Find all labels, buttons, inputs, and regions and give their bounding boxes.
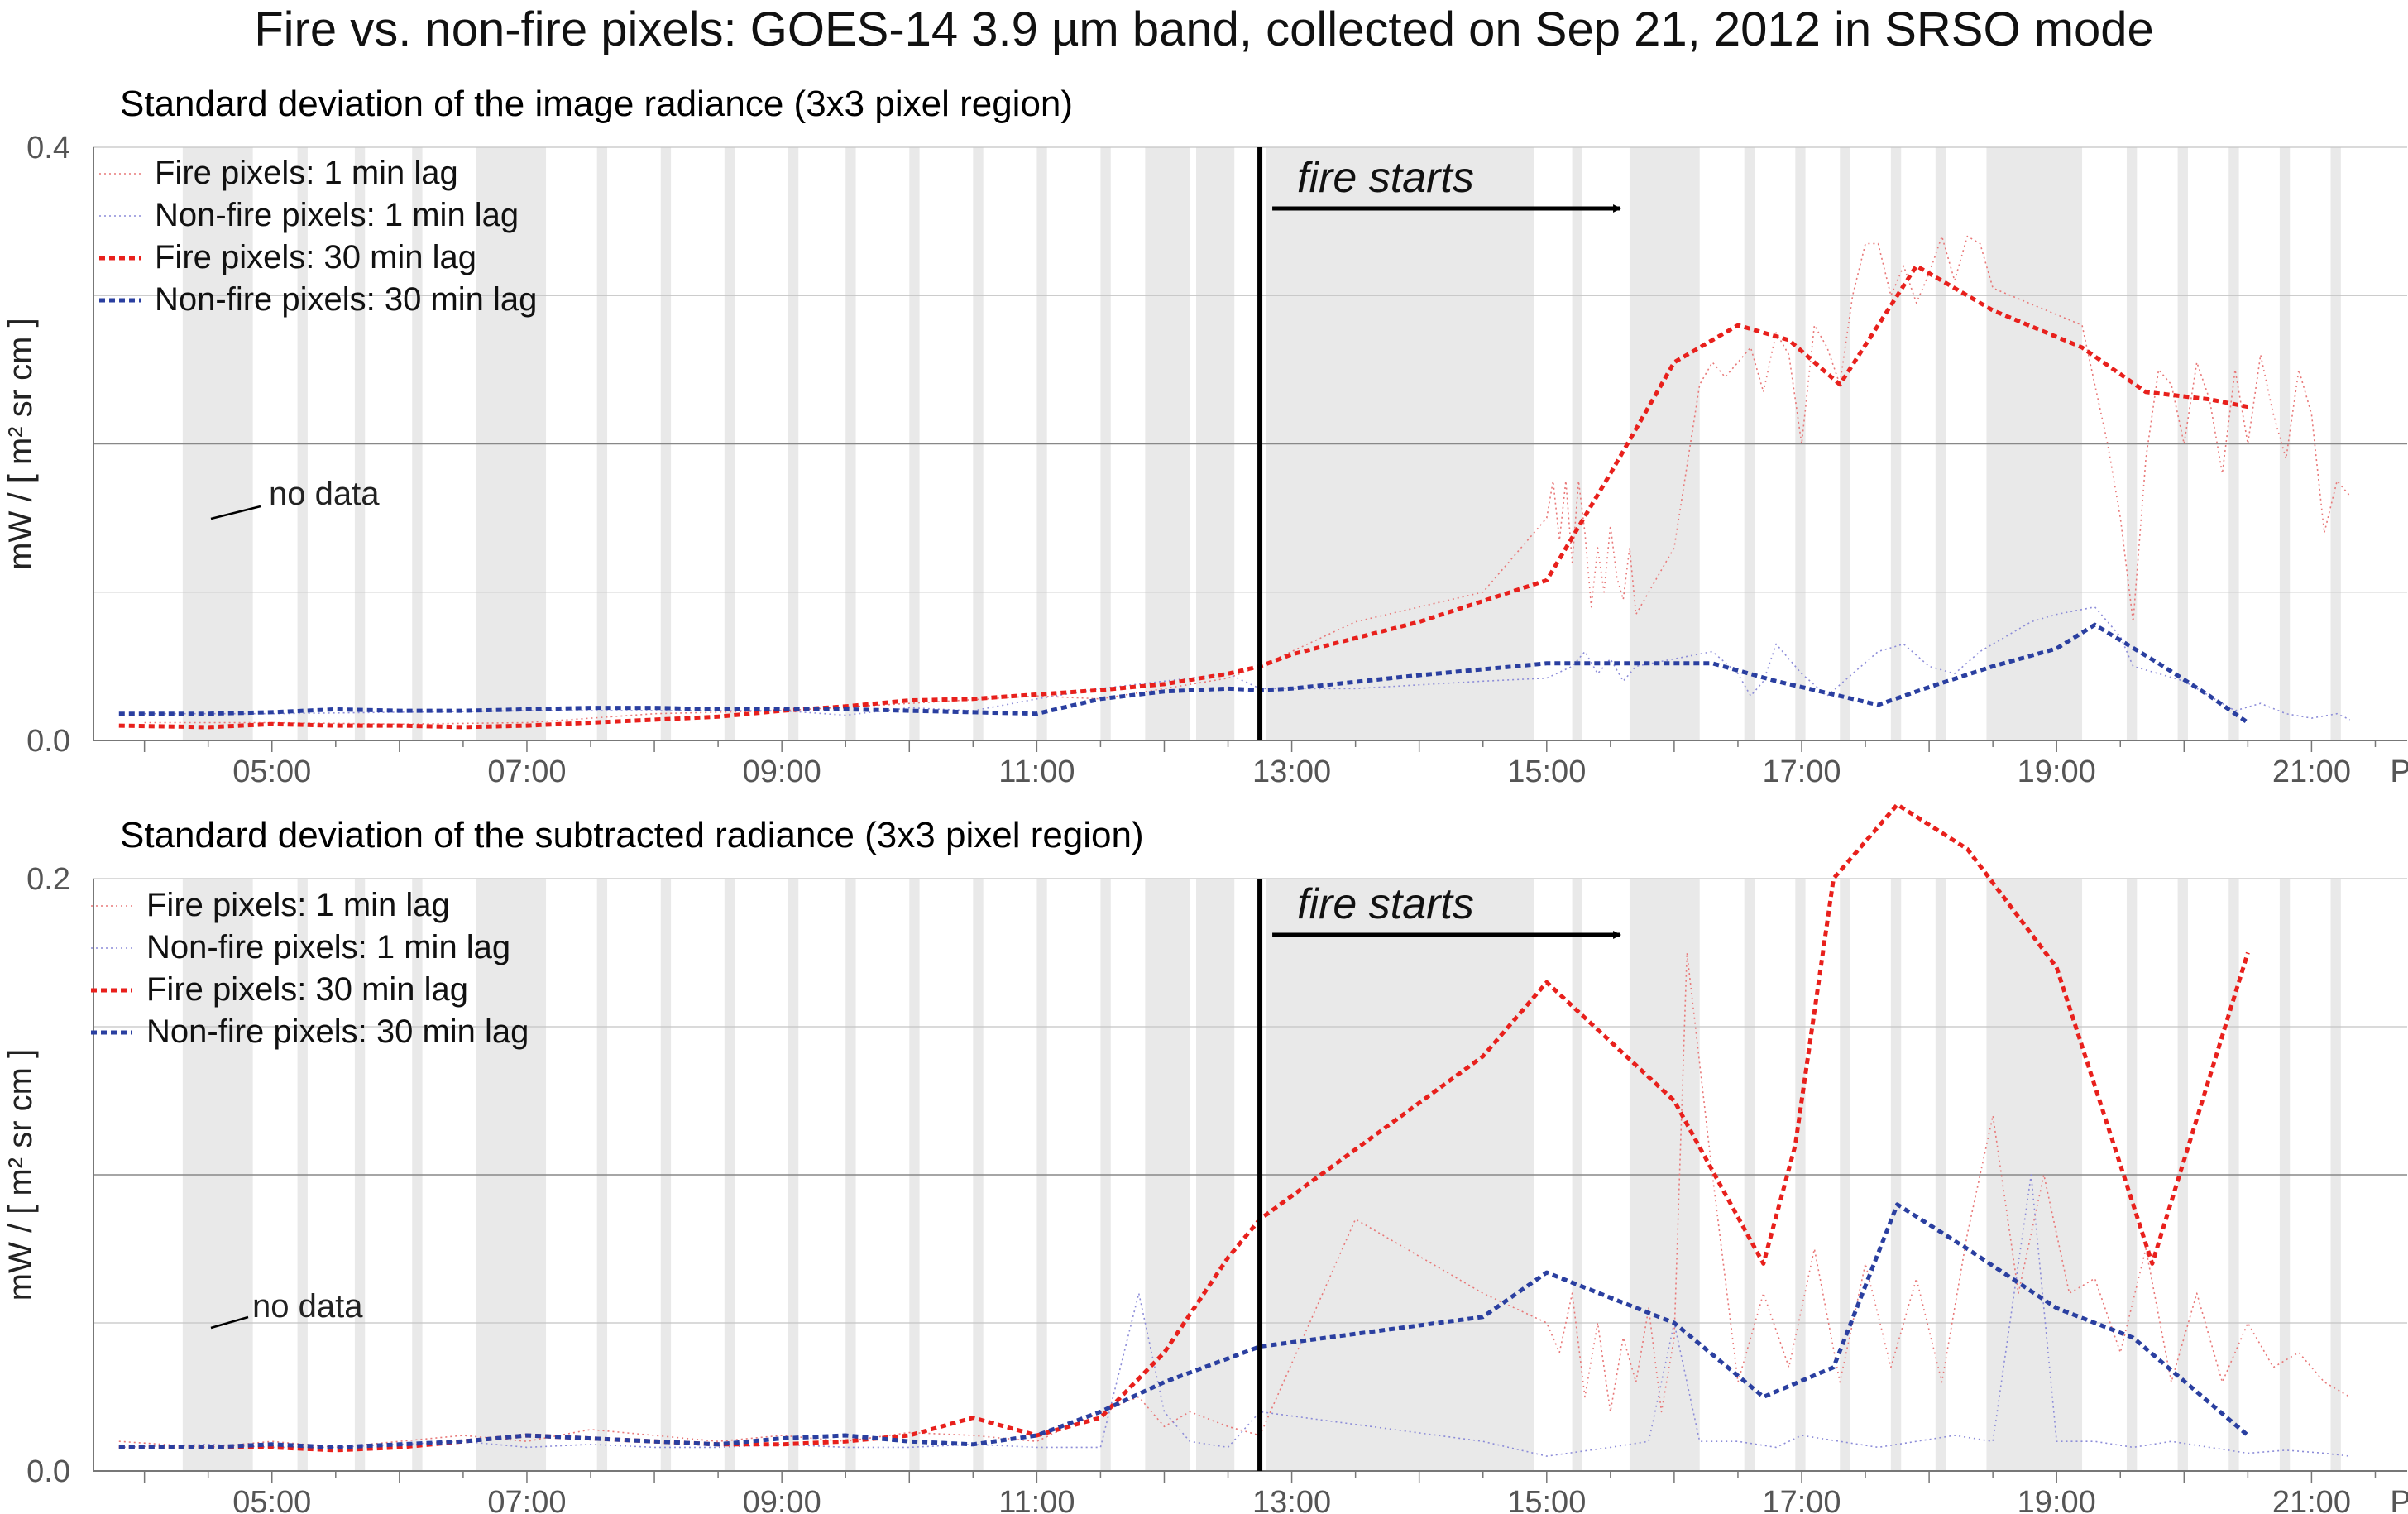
x-tick-label: 09:00 bbox=[743, 1485, 821, 1514]
grid-lines bbox=[93, 878, 2407, 1324]
x-tick-label: 05:00 bbox=[232, 755, 311, 789]
no-data-label: no data bbox=[269, 476, 380, 512]
x-tick-label: 13:00 bbox=[1252, 755, 1331, 789]
y-tick-label: 0.0 bbox=[26, 1454, 70, 1489]
series-line bbox=[118, 263, 2248, 730]
series-line bbox=[118, 951, 2351, 1449]
fire-starts-annotation: fire starts bbox=[1297, 154, 1474, 202]
y-axis-label: mW / [ m² sr cm ] bbox=[2, 1049, 39, 1301]
x-tick-label: 21:00 bbox=[2272, 755, 2351, 789]
series-line bbox=[118, 1174, 2350, 1457]
x-tick-label: 19:00 bbox=[2018, 1485, 2096, 1514]
x-tick-label: 09:00 bbox=[743, 755, 821, 789]
grid-lines bbox=[93, 146, 2407, 593]
x-tick-label: 11:00 bbox=[998, 755, 1075, 789]
series-group bbox=[118, 235, 2351, 730]
x-tick-label: 07:00 bbox=[487, 1485, 566, 1514]
legend: Fire pixels: 1 min lag Non-fire pixels: 1… bbox=[99, 155, 537, 318]
x-tick-label: 07:00 bbox=[487, 755, 566, 789]
x-tick-label: 15:00 bbox=[1507, 755, 1586, 789]
legend-entry: Fire pixels: 1 min lag bbox=[146, 887, 450, 923]
x-tick-label: 11:00 bbox=[998, 1485, 1075, 1514]
fire-starts-annotation: fire starts bbox=[1297, 880, 1474, 928]
series-line bbox=[144, 235, 2351, 726]
x-ticks: 05:00 07:00 09:00 11:00 13:00 15:00 17:00 19:00… bbox=[143, 740, 2408, 789]
legend-entry: Non-fire pixels: 1 min lag bbox=[155, 197, 519, 233]
legend-entry: Fire pixels: 30 min lag bbox=[146, 971, 468, 1008]
legend-entry: Non-fire pixels: 1 min lag bbox=[146, 929, 510, 965]
legend: Fire pixels: 1 min lag Non-fire pixels: 1… bbox=[91, 887, 529, 1050]
x-tick-label: 05:00 bbox=[232, 1485, 311, 1514]
x-tick-label: 13:00 bbox=[1252, 1485, 1331, 1514]
legend-entry: Non-fire pixels: 30 min lag bbox=[155, 281, 537, 318]
series-line bbox=[118, 1202, 2250, 1449]
series-line bbox=[144, 606, 2351, 721]
panel-title: Standard deviation of the image radiance… bbox=[120, 84, 1073, 124]
series-line bbox=[118, 803, 2250, 1453]
main-title: Fire vs. non-fire pixels: GOES-14 3.9 µm… bbox=[254, 2, 2154, 56]
legend-entry: Fire pixels: 30 min lag bbox=[155, 239, 476, 275]
y-tick-label: 0.0 bbox=[26, 724, 70, 759]
y-tick-label: 0.2 bbox=[26, 862, 70, 897]
series-group bbox=[118, 803, 2351, 1457]
x-tick-label: 21:00 bbox=[2272, 1485, 2351, 1514]
no-data-pointer bbox=[210, 1315, 249, 1330]
x-tick-label: 17:00 bbox=[1762, 1485, 1841, 1514]
x-unit-label: PST bbox=[2390, 1485, 2408, 1514]
no-data-label: no data bbox=[252, 1288, 363, 1325]
legend-entry: Fire pixels: 1 min lag bbox=[155, 155, 458, 191]
no-data-pointer bbox=[210, 505, 261, 520]
x-tick-label: 19:00 bbox=[2018, 755, 2096, 789]
y-axis-label: mW / [ m² sr cm ] bbox=[2, 318, 39, 569]
panel-image-radiance: 05:00 07:00 09:00 11:00 13:00 15:00 17:00 19:00… bbox=[2, 84, 2408, 789]
x-ticks: 05:00 07:00 09:00 11:00 13:00 15:00 17:00 19:00… bbox=[143, 1471, 2408, 1514]
x-tick-label: 17:00 bbox=[1762, 755, 1841, 789]
x-tick-label: 15:00 bbox=[1507, 1485, 1586, 1514]
legend-entry: Non-fire pixels: 30 min lag bbox=[146, 1013, 529, 1050]
x-unit-label: PST bbox=[2390, 755, 2408, 789]
y-tick-label: 0.4 bbox=[26, 131, 70, 165]
panel-title: Standard deviation of the subtracted rad… bbox=[120, 815, 1144, 855]
panel-subtracted-radiance: 05:00 07:00 09:00 11:00 13:00 15:00 17:00 19:00… bbox=[2, 803, 2408, 1514]
